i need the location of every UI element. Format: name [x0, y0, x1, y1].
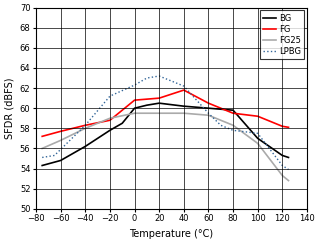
LPBG	[53, 154, 56, 157]
FG25	[231, 124, 235, 127]
FG	[206, 102, 210, 105]
X-axis label: Temperature (°C): Temperature (°C)	[130, 229, 213, 239]
LPBG	[231, 129, 235, 132]
BG	[120, 122, 124, 125]
Line: FG25: FG25	[42, 113, 288, 181]
FG25	[157, 112, 161, 115]
Line: LPBG: LPBG	[42, 76, 288, 170]
Y-axis label: SFDR (dBFS): SFDR (dBFS)	[4, 78, 14, 139]
LPBG	[182, 85, 186, 87]
BG	[157, 102, 161, 105]
LPBG	[133, 84, 137, 87]
FG	[231, 112, 235, 115]
BG	[280, 154, 284, 157]
LPBG	[65, 142, 69, 145]
LPBG	[286, 168, 290, 171]
LPBG	[40, 156, 44, 159]
BG	[286, 156, 290, 159]
BG	[83, 145, 87, 148]
FG	[182, 89, 186, 92]
BG	[231, 109, 235, 112]
BG	[182, 105, 186, 108]
FG	[83, 124, 87, 127]
LPBG	[145, 77, 149, 79]
FG25	[83, 127, 87, 130]
FG25	[182, 112, 186, 115]
BG	[145, 104, 149, 107]
LPBG	[83, 124, 87, 127]
FG25	[280, 174, 284, 177]
LPBG	[108, 95, 112, 98]
FG	[40, 135, 44, 138]
BG	[59, 159, 63, 162]
FG	[59, 130, 63, 133]
BG	[256, 137, 260, 140]
FG25	[286, 179, 290, 182]
FG	[157, 97, 161, 100]
LPBG	[280, 164, 284, 167]
FG	[256, 115, 260, 118]
LPBG	[256, 132, 260, 135]
FG25	[108, 117, 112, 120]
LPBG	[219, 124, 223, 127]
Line: FG: FG	[42, 90, 288, 136]
FG25	[133, 112, 137, 115]
LPBG	[157, 75, 161, 78]
Legend: BG, FG, FG25, LPBG: BG, FG, FG25, LPBG	[260, 10, 304, 59]
FG	[286, 126, 290, 129]
Line: BG: BG	[42, 103, 288, 165]
BG	[206, 107, 210, 110]
FG25	[40, 147, 44, 150]
BG	[133, 107, 137, 110]
FG	[133, 99, 137, 102]
FG	[108, 119, 112, 122]
BG	[40, 164, 44, 167]
FG25	[256, 142, 260, 145]
LPBG	[206, 112, 210, 115]
FG	[280, 125, 284, 128]
FG25	[59, 139, 63, 142]
BG	[108, 129, 112, 132]
FG25	[206, 114, 210, 117]
